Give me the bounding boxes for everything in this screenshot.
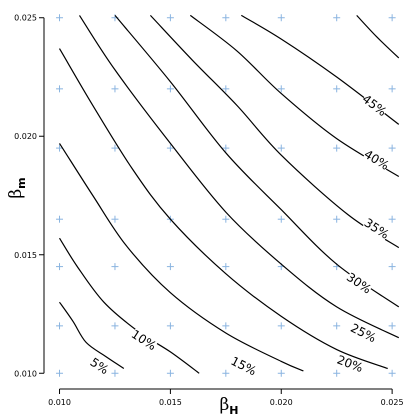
contour-label: 25%: [348, 321, 378, 345]
grid-point-marker: [166, 14, 174, 22]
y-tick-label: 0.020: [14, 132, 37, 141]
contour-line: [59, 301, 125, 369]
grid-point-marker: [222, 14, 230, 22]
grid-point-marker: [388, 322, 396, 330]
contour-label-text: 30%: [344, 270, 374, 297]
contour-label: 30%: [344, 270, 374, 297]
contour-label: 10%: [129, 327, 159, 353]
contour-label-text: 40%: [362, 147, 392, 173]
grid-point-marker: [166, 263, 174, 271]
grid-point-marker: [166, 144, 174, 152]
grid-point-marker: [222, 369, 230, 377]
grid-point-marker: [111, 263, 119, 271]
grid-point-marker: [111, 144, 119, 152]
contour-line: [58, 48, 388, 370]
grid-point-marker: [277, 14, 285, 22]
grid-point-marker: [222, 263, 230, 271]
y-axis-label: βm: [6, 177, 28, 198]
y-tick-label: 0.025: [14, 14, 37, 23]
grid-point-marker: [166, 369, 174, 377]
y-tick-label: 0.015: [14, 251, 37, 260]
grid-point-marker: [388, 85, 396, 93]
grid-points: [56, 14, 396, 377]
grid-point-marker: [277, 322, 285, 330]
contour-label-text: 25%: [348, 321, 378, 345]
grid-point-marker: [333, 369, 341, 377]
grid-point-marker: [277, 369, 285, 377]
grid-point-marker: [277, 144, 285, 152]
grid-point-marker: [388, 369, 396, 377]
grid-point-marker: [56, 14, 64, 22]
grid-point-marker: [388, 215, 396, 223]
grid-point-marker: [56, 369, 64, 377]
contour-label-text: 45%: [360, 92, 390, 119]
grid-point-marker: [222, 144, 230, 152]
x-ticks: 0.010 0.015 0.020 0.025: [48, 389, 404, 407]
contour-line: [58, 143, 304, 372]
grid-point-marker: [56, 263, 64, 271]
contour-label-text: 35%: [362, 216, 392, 242]
grid-point-marker: [56, 85, 64, 93]
y-tick-label: 0.010: [14, 369, 37, 378]
x-tick-label: 0.020: [270, 398, 293, 407]
contour-label-text: 10%: [129, 327, 159, 353]
contour-label: 45%: [360, 92, 390, 119]
y-ticks: 0.010 0.015 0.020 0.025: [14, 14, 44, 378]
contour-label: 35%: [362, 216, 392, 242]
contour-label: 5%: [85, 353, 115, 379]
grid-point-marker: [222, 322, 230, 330]
grid-point-marker: [277, 215, 285, 223]
contour-line: [78, 15, 400, 339]
grid-point-marker: [388, 144, 396, 152]
grid-point-marker: [111, 215, 119, 223]
contour-line: [58, 237, 200, 374]
contour-line: [189, 14, 400, 178]
contour-label: 40%: [362, 147, 392, 173]
contour-labels: 5% 10% 15% 20% 25% 30% 35% 40% 45%: [85, 92, 392, 379]
grid-point-marker: [56, 322, 64, 330]
x-tick-label: 0.010: [48, 398, 71, 407]
contour-line: [149, 14, 400, 249]
grid-point-marker: [333, 85, 341, 93]
grid-point-marker: [111, 369, 119, 377]
contour-label-text: 20%: [335, 353, 365, 375]
grid-point-marker: [222, 85, 230, 93]
x-tick-label: 0.025: [381, 398, 404, 407]
contour-lines: [58, 14, 400, 374]
grid-point-marker: [166, 322, 174, 330]
grid-point-marker: [333, 14, 341, 22]
grid-point-marker: [333, 215, 341, 223]
grid-point-marker: [333, 322, 341, 330]
contour-label: 15%: [229, 354, 259, 379]
x-tick-label: 0.015: [159, 398, 182, 407]
grid-point-marker: [388, 263, 396, 271]
grid-point-marker: [277, 85, 285, 93]
x-axis-label: βH: [219, 395, 238, 415]
contour-line: [356, 14, 400, 59]
grid-point-marker: [111, 322, 119, 330]
grid-point-marker: [111, 85, 119, 93]
contour-label-text: 15%: [229, 354, 259, 379]
grid-point-marker: [166, 85, 174, 93]
grid-point-marker: [56, 215, 64, 223]
grid-point-marker: [222, 215, 230, 223]
contour-label: 20%: [335, 353, 365, 375]
grid-point-marker: [388, 14, 396, 22]
contour-line: [114, 15, 400, 308]
grid-point-marker: [333, 144, 341, 152]
